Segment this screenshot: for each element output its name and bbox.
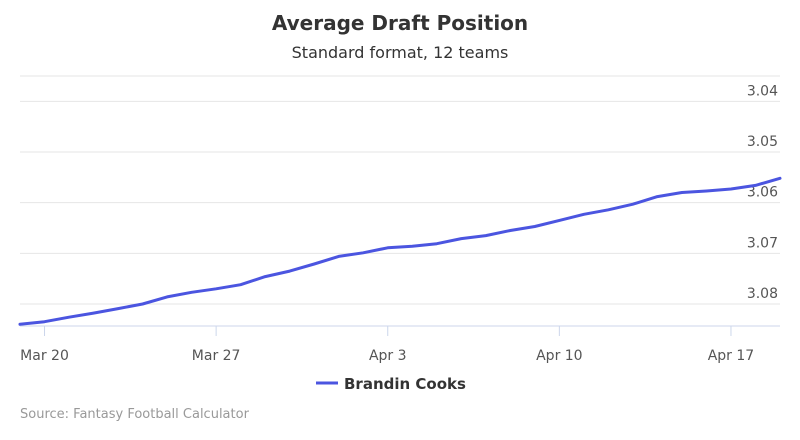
chart-subtitle: Standard format, 12 teams [292, 43, 509, 62]
y-tick-label: 3.07 [747, 235, 778, 251]
y-tick-label: 3.06 [747, 185, 778, 201]
y-tick-label: 3.08 [747, 286, 778, 302]
series-line-brandin-cooks[interactable] [18, 176, 782, 326]
grid-lines [20, 75, 780, 305]
y-axis-ticks: 3.04 3.05 3.06 3.07 3.08 [747, 83, 778, 302]
chart-credit: Source: Fantasy Football Calculator [20, 407, 250, 422]
x-tick-label: Apr 17 [708, 348, 754, 364]
x-tick-label: Mar 20 [20, 348, 69, 364]
x-tick-label: Apr 3 [369, 348, 407, 364]
x-axis: Mar 20 Mar 27 Apr 3 Apr 10 Apr 17 [20, 325, 780, 364]
y-tick-label: 3.05 [747, 134, 778, 150]
series-layer [18, 176, 782, 326]
x-tick-label: Apr 10 [536, 348, 582, 364]
chart-title: Average Draft Position [272, 11, 528, 35]
x-tick-label: Mar 27 [192, 348, 241, 364]
y-tick-label: 3.04 [747, 83, 778, 99]
legend-item-brandin-cooks[interactable]: Brandin Cooks [344, 375, 466, 393]
legend[interactable]: Brandin Cooks [316, 375, 466, 393]
